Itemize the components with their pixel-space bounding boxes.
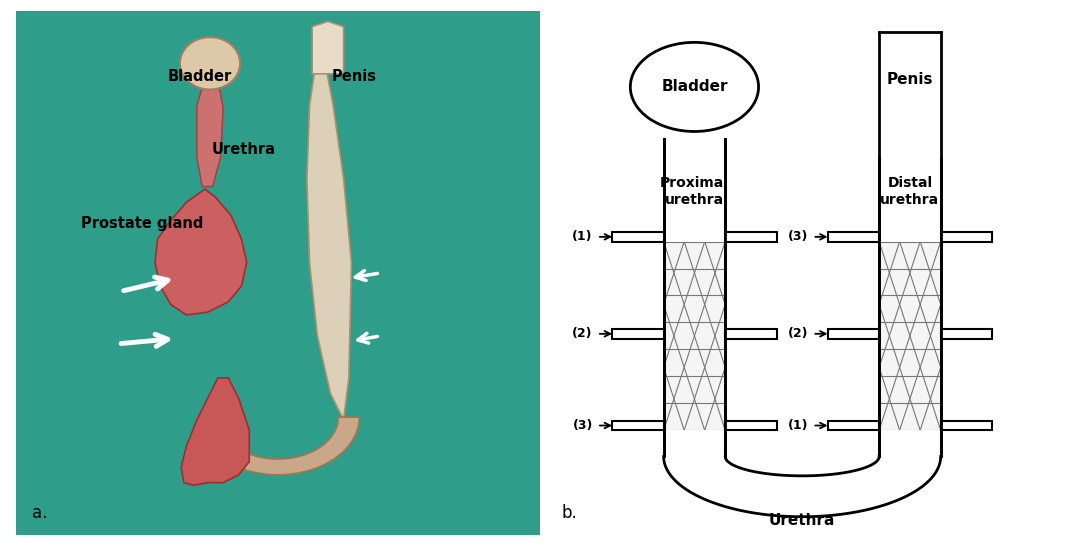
- Text: (1): (1): [572, 230, 593, 244]
- Polygon shape: [156, 189, 246, 315]
- Bar: [941, 421, 991, 430]
- Ellipse shape: [180, 37, 240, 90]
- Text: Urethra: Urethra: [769, 513, 835, 528]
- Bar: [726, 329, 777, 339]
- Bar: [827, 232, 879, 241]
- Polygon shape: [197, 79, 224, 187]
- Bar: [941, 329, 991, 339]
- Text: Bladder: Bladder: [661, 79, 728, 94]
- Text: Penis: Penis: [332, 69, 377, 84]
- Bar: [827, 421, 879, 430]
- Bar: [612, 329, 663, 339]
- Text: Distal
urethra: Distal urethra: [880, 176, 940, 207]
- Bar: [726, 421, 777, 430]
- Bar: [827, 329, 879, 339]
- Polygon shape: [307, 53, 351, 420]
- Bar: [726, 232, 777, 241]
- Text: a.: a.: [32, 504, 48, 522]
- Text: b.: b.: [562, 504, 577, 522]
- Text: (2): (2): [787, 327, 808, 340]
- Text: Urethra: Urethra: [212, 143, 276, 157]
- Ellipse shape: [631, 43, 758, 132]
- Polygon shape: [312, 21, 343, 74]
- Bar: [879, 241, 941, 430]
- Bar: [941, 232, 991, 241]
- Text: Proximal
urethra: Proximal urethra: [660, 176, 729, 207]
- Text: (3): (3): [788, 230, 808, 244]
- Bar: [663, 241, 726, 430]
- Text: Penis: Penis: [887, 72, 933, 87]
- Bar: [879, 241, 941, 430]
- Text: (2): (2): [572, 327, 593, 340]
- Text: (1): (1): [787, 419, 808, 432]
- Polygon shape: [197, 417, 360, 475]
- Text: (3): (3): [572, 419, 593, 432]
- Bar: [612, 421, 663, 430]
- Polygon shape: [181, 378, 249, 485]
- Bar: [663, 241, 726, 430]
- Text: Bladder: Bladder: [167, 69, 231, 84]
- Text: Prostate gland: Prostate gland: [81, 216, 203, 231]
- Bar: [612, 232, 663, 241]
